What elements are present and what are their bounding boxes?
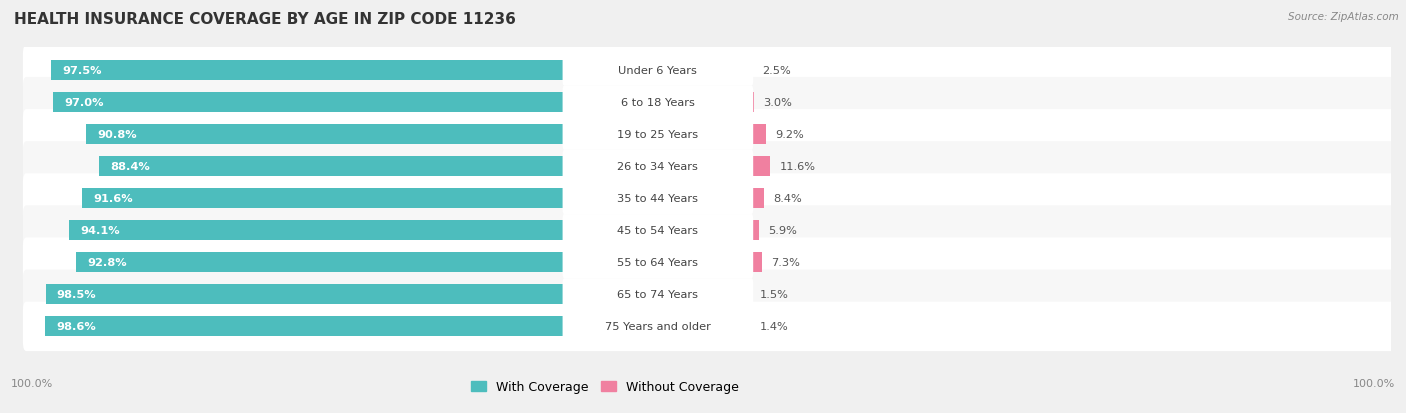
Text: 2.5%: 2.5% <box>762 65 790 76</box>
Text: 1.5%: 1.5% <box>761 290 789 299</box>
Text: 100.0%: 100.0% <box>1353 378 1395 388</box>
FancyBboxPatch shape <box>22 78 1406 127</box>
Text: 6 to 18 Years: 6 to 18 Years <box>621 97 695 107</box>
Text: 26 to 34 Years: 26 to 34 Years <box>617 161 699 171</box>
Bar <box>748 317 751 337</box>
FancyBboxPatch shape <box>562 278 754 311</box>
Text: Source: ZipAtlas.com: Source: ZipAtlas.com <box>1288 12 1399 22</box>
Bar <box>86 125 568 145</box>
FancyBboxPatch shape <box>562 55 754 86</box>
FancyBboxPatch shape <box>562 247 754 278</box>
Bar <box>748 157 770 176</box>
FancyBboxPatch shape <box>22 110 1406 159</box>
Text: 3.0%: 3.0% <box>763 97 792 107</box>
Text: 75 Years and older: 75 Years and older <box>605 322 711 332</box>
Bar <box>748 93 754 112</box>
Bar <box>51 60 568 81</box>
Bar <box>748 221 759 240</box>
Bar <box>748 253 762 273</box>
FancyBboxPatch shape <box>562 150 754 183</box>
Text: 98.6%: 98.6% <box>56 322 96 332</box>
Text: 100.0%: 100.0% <box>11 378 53 388</box>
Bar <box>76 253 568 273</box>
Text: 92.8%: 92.8% <box>87 258 127 268</box>
Bar <box>748 285 751 304</box>
FancyBboxPatch shape <box>22 174 1406 223</box>
Bar <box>45 317 568 337</box>
Text: Under 6 Years: Under 6 Years <box>619 65 697 76</box>
FancyBboxPatch shape <box>22 302 1406 351</box>
Text: 35 to 44 Years: 35 to 44 Years <box>617 194 699 204</box>
Text: 11.6%: 11.6% <box>779 161 815 171</box>
FancyBboxPatch shape <box>22 46 1406 95</box>
Text: 55 to 64 Years: 55 to 64 Years <box>617 258 699 268</box>
Bar <box>98 157 568 176</box>
Text: 90.8%: 90.8% <box>97 129 138 140</box>
FancyBboxPatch shape <box>22 270 1406 319</box>
Text: 97.5%: 97.5% <box>62 65 101 76</box>
Text: 9.2%: 9.2% <box>775 129 803 140</box>
Text: 88.4%: 88.4% <box>110 161 150 171</box>
FancyBboxPatch shape <box>562 214 754 247</box>
Bar <box>82 189 568 209</box>
Text: 65 to 74 Years: 65 to 74 Years <box>617 290 699 299</box>
Bar <box>53 93 568 112</box>
FancyBboxPatch shape <box>562 183 754 214</box>
Text: 98.5%: 98.5% <box>56 290 97 299</box>
Legend: With Coverage, Without Coverage: With Coverage, Without Coverage <box>465 375 744 399</box>
FancyBboxPatch shape <box>562 119 754 150</box>
Text: HEALTH INSURANCE COVERAGE BY AGE IN ZIP CODE 11236: HEALTH INSURANCE COVERAGE BY AGE IN ZIP … <box>14 12 516 27</box>
FancyBboxPatch shape <box>22 142 1406 191</box>
Text: 94.1%: 94.1% <box>80 225 120 235</box>
Text: 97.0%: 97.0% <box>65 97 104 107</box>
FancyBboxPatch shape <box>562 311 754 342</box>
FancyBboxPatch shape <box>22 238 1406 287</box>
Text: 8.4%: 8.4% <box>773 194 801 204</box>
Text: 1.4%: 1.4% <box>759 322 789 332</box>
Bar <box>748 189 765 209</box>
Bar <box>45 285 568 304</box>
Bar <box>748 60 752 81</box>
Text: 5.9%: 5.9% <box>769 225 797 235</box>
Text: 91.6%: 91.6% <box>93 194 134 204</box>
FancyBboxPatch shape <box>22 206 1406 255</box>
Text: 19 to 25 Years: 19 to 25 Years <box>617 129 699 140</box>
Bar <box>69 221 568 240</box>
FancyBboxPatch shape <box>562 86 754 119</box>
Bar <box>748 125 766 145</box>
Text: 45 to 54 Years: 45 to 54 Years <box>617 225 699 235</box>
Text: 7.3%: 7.3% <box>770 258 800 268</box>
